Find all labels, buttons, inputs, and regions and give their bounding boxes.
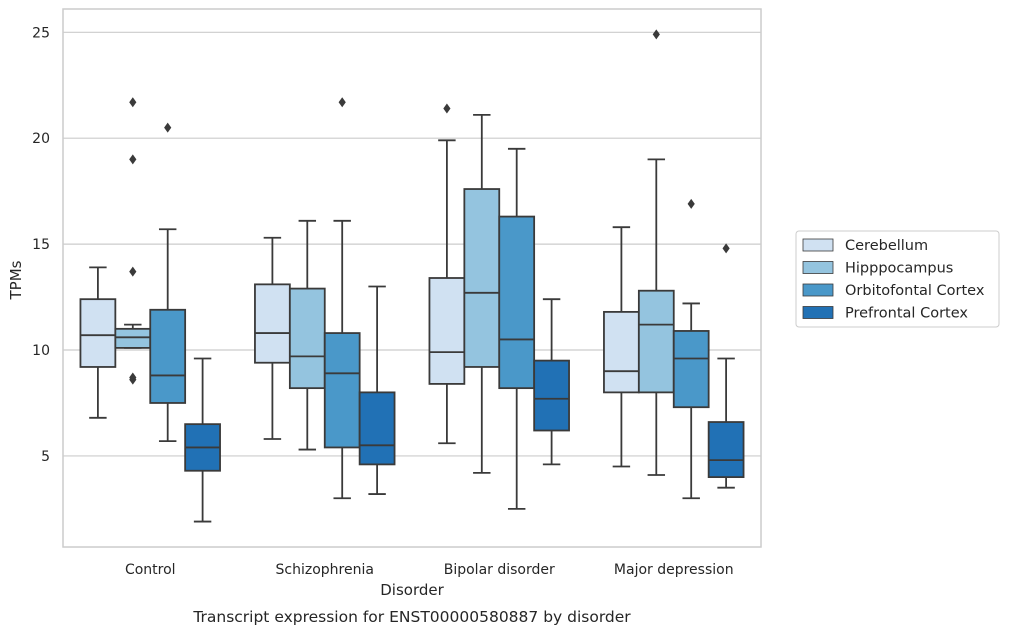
box-prefrontal-cortex <box>184 357 221 523</box>
legend-items: Cerebellum Hipppocampus Orbitofontal Corte… <box>802 238 985 322</box>
box-body <box>358 391 396 466</box>
legend-swatch <box>802 283 834 297</box>
box-body <box>323 332 361 449</box>
outlier-point <box>129 154 137 165</box>
outlier-point <box>129 97 137 108</box>
box-cerebellum <box>428 103 466 445</box>
box-body <box>498 215 536 390</box>
x-tick-labels: Control Schizophrenia Bipolar disorder Majo… <box>125 562 734 578</box>
x-axis-label: Disorder <box>380 581 444 599</box>
legend: Cerebellum Hipppocampus Orbitofontal Corte… <box>795 230 1000 328</box>
box-hipppocampus <box>114 97 152 385</box>
box-body <box>79 298 117 368</box>
box-body <box>114 327 152 349</box>
box-body <box>533 359 570 432</box>
outlier-point <box>687 198 695 209</box>
box-body <box>288 287 326 390</box>
boxes <box>79 29 745 523</box>
box-body <box>428 277 466 385</box>
box-body <box>707 421 745 479</box>
y-tick-label: 15 <box>32 237 50 253</box>
box-body <box>149 308 187 404</box>
plot-area-frame <box>62 8 762 548</box>
box-orbitofontal-cortex <box>149 122 187 442</box>
box-body <box>603 310 640 394</box>
legend-frame <box>795 230 1000 328</box>
y-tick-label: 10 <box>32 343 50 359</box>
legend-swatch <box>802 238 834 252</box>
box-prefrontal-cortex <box>533 298 570 466</box>
outlier-point <box>443 103 451 114</box>
outlier-point <box>338 97 346 108</box>
box-body <box>672 330 710 409</box>
box-hipppocampus <box>463 114 501 474</box>
outlier-point <box>722 243 730 254</box>
box-cerebellum <box>79 266 117 419</box>
outlier-point <box>164 122 172 133</box>
y-tick-label: 5 <box>41 449 50 465</box>
legend-label: Prefrontal Cortex <box>845 306 968 322</box>
box-hipppocampus <box>288 219 326 451</box>
box-cerebellum <box>603 226 640 468</box>
y-axis-label: TPMs <box>7 260 25 300</box>
x-tick-label: Bipolar disorder <box>444 562 555 578</box>
box-orbitofontal-cortex <box>323 97 361 500</box>
legend-swatch <box>802 306 834 319</box>
box-cerebellum <box>254 236 291 440</box>
y-tick-label: 25 <box>32 25 50 41</box>
box-hipppocampus <box>637 29 675 476</box>
legend-label: Orbitofontal Cortex <box>845 283 985 299</box>
legend-swatch <box>802 261 834 274</box>
x-tick-label: Control <box>125 562 176 578</box>
box-prefrontal-cortex <box>358 285 396 495</box>
box-prefrontal-cortex <box>707 243 745 489</box>
legend-label: Cerebellum <box>845 238 928 254</box>
box-body <box>463 188 501 368</box>
box-body <box>637 289 675 394</box>
legend-label: Hipppocampus <box>845 261 953 277</box>
x-tick-label: Schizophrenia <box>276 562 374 578</box>
outlier-point <box>652 29 660 40</box>
x-tick-label: Major depression <box>614 562 734 578</box>
box-orbitofontal-cortex <box>498 147 536 510</box>
box-body <box>254 283 291 364</box>
chart-caption: Transcript expression for ENST0000058088… <box>192 608 631 626</box>
y-tick-label: 20 <box>32 131 50 147</box>
outlier-point <box>129 372 137 383</box>
box-orbitofontal-cortex <box>672 198 710 500</box>
outlier-point <box>129 266 137 277</box>
y-tick-labels: 5 10 15 20 25 <box>32 25 50 465</box>
